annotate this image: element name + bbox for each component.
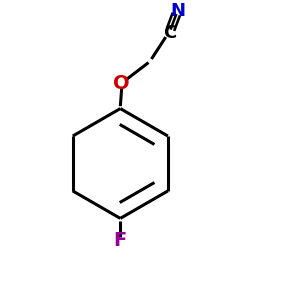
Text: F: F — [114, 231, 127, 250]
Text: O: O — [113, 74, 130, 93]
Text: N: N — [170, 2, 185, 20]
Text: C: C — [163, 24, 176, 42]
